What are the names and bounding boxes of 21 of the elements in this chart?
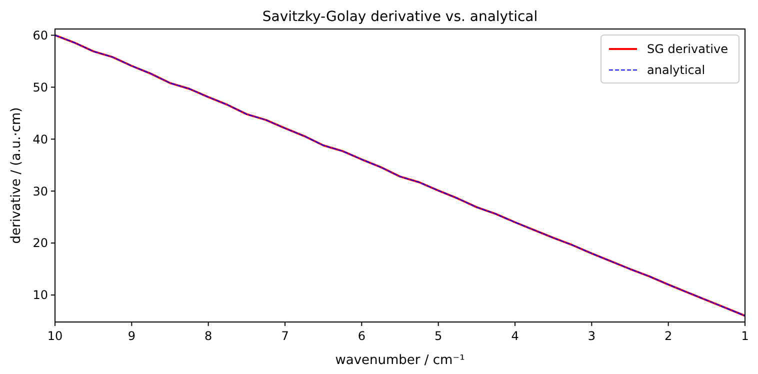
x-tick-label: 6 [358,329,366,343]
x-tick-label: 8 [204,329,212,343]
y-tick-label: 50 [32,80,48,94]
legend-label: analytical [647,63,706,78]
y-tick-label: 40 [32,132,48,146]
x-axis-title: wavenumber / cm⁻¹ [335,353,465,368]
legend-label: SG derivative [647,42,728,56]
x-tick-label: 5 [434,329,442,343]
x-tick-label: 9 [128,329,136,343]
x-tick-label: 7 [281,329,289,343]
chart-title: Savitzky-Golay derivative vs. analytical [262,9,538,25]
y-tick-label: 30 [32,184,48,198]
x-tick-label: 4 [511,329,519,343]
x-tick-label: 3 [588,329,596,343]
y-tick-label: 10 [32,288,48,302]
y-tick-label: 20 [32,236,48,250]
y-axis-title: derivative / (a.u.·cm) [9,107,24,244]
x-tick-label: 10 [47,329,63,343]
y-tick-label: 60 [32,28,48,42]
x-tick-label: 2 [664,329,672,343]
x-tick-label: 1 [741,329,749,343]
